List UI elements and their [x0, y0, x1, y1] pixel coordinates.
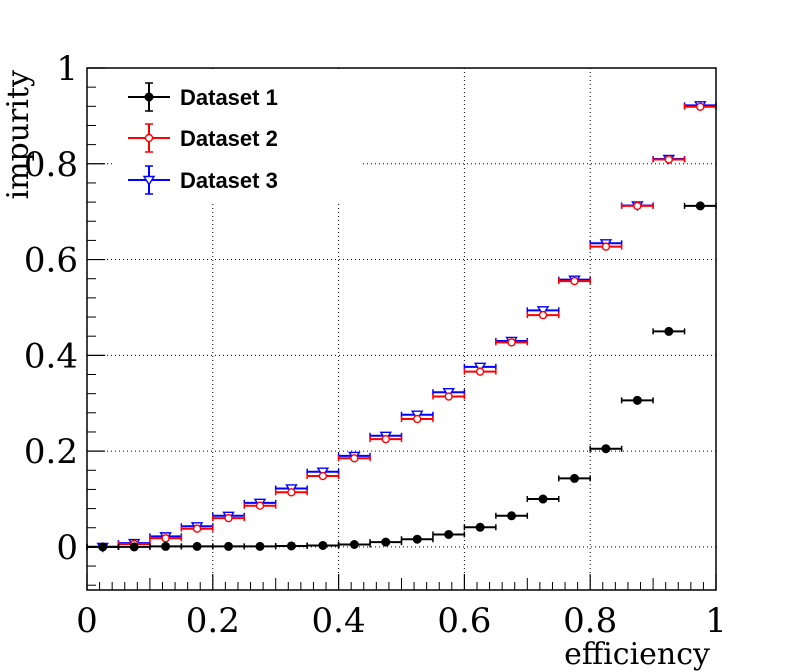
data-point [318, 471, 328, 481]
legend-marker [142, 175, 156, 186]
data-point [444, 392, 453, 401]
x-axis-label: efficiency [564, 637, 710, 672]
legend-entry-1: Dataset 1 [128, 82, 278, 112]
data-point [475, 522, 485, 532]
data-point [381, 537, 391, 547]
y-axis-label: impurity [1, 70, 36, 200]
data-point [632, 395, 642, 405]
y-tick-label: 0.4 [24, 336, 78, 376]
y-tick-label: 0 [56, 528, 78, 568]
axis-ticks [86, 67, 717, 590]
data-point [255, 501, 265, 510]
data-point [224, 513, 233, 523]
tick-labels: 0 0.2 0.4 0.6 0.8 1 0 0.2 0.4 0.6 0.8 1 [24, 49, 727, 641]
data-point [161, 541, 171, 551]
legend-marker [144, 92, 154, 102]
legend-marker [144, 133, 154, 143]
data-point [507, 511, 517, 521]
data-point [381, 434, 390, 444]
x-tick-label: 1 [705, 601, 727, 641]
data-point [444, 529, 454, 539]
data-point [664, 155, 674, 164]
data-point [412, 534, 422, 544]
data-point [570, 276, 579, 286]
data-point [538, 494, 548, 504]
data-point [349, 540, 359, 550]
x-tick-label: 0.4 [312, 601, 366, 641]
data-point [318, 540, 328, 550]
legend-label: Dataset 2 [180, 126, 278, 151]
data-point [695, 201, 705, 211]
data-point [507, 338, 516, 347]
data-point [287, 488, 296, 497]
series-2 [86, 102, 717, 552]
data-point [129, 542, 139, 552]
data-point [633, 201, 642, 211]
data-point [350, 454, 359, 463]
data-point [538, 310, 548, 320]
legend: Dataset 1 Dataset 2 Dataset 3 [112, 72, 360, 202]
data-point [413, 414, 422, 424]
legend-entry-3: Dataset 3 [128, 165, 278, 195]
data-point [569, 473, 579, 483]
data-point [224, 541, 234, 551]
data-point [664, 326, 674, 336]
legend-entry-2: Dataset 2 [128, 123, 278, 153]
data-point [601, 242, 611, 251]
legend-label: Dataset 1 [180, 85, 278, 110]
x-tick-label: 0 [76, 601, 98, 641]
data-point [696, 102, 705, 111]
y-tick-label: 1 [56, 49, 78, 89]
x-tick-label: 0.8 [563, 601, 617, 641]
data-point [161, 534, 170, 543]
data-point [192, 524, 202, 533]
data-point [601, 444, 611, 454]
y-tick-label: 0.6 [24, 241, 78, 281]
data-point [473, 362, 487, 373]
x-tick-label: 0.6 [437, 601, 491, 641]
data-point [255, 541, 265, 551]
data-point [475, 367, 485, 376]
data-point [192, 541, 202, 551]
data-point [536, 306, 550, 317]
legend-label: Dataset 3 [180, 168, 278, 193]
x-tick-label: 0.2 [186, 601, 240, 641]
y-tick-label: 0.2 [24, 432, 78, 472]
data-point [286, 541, 296, 551]
y-tick-label: 0.8 [24, 145, 78, 185]
series-1 [86, 201, 717, 552]
